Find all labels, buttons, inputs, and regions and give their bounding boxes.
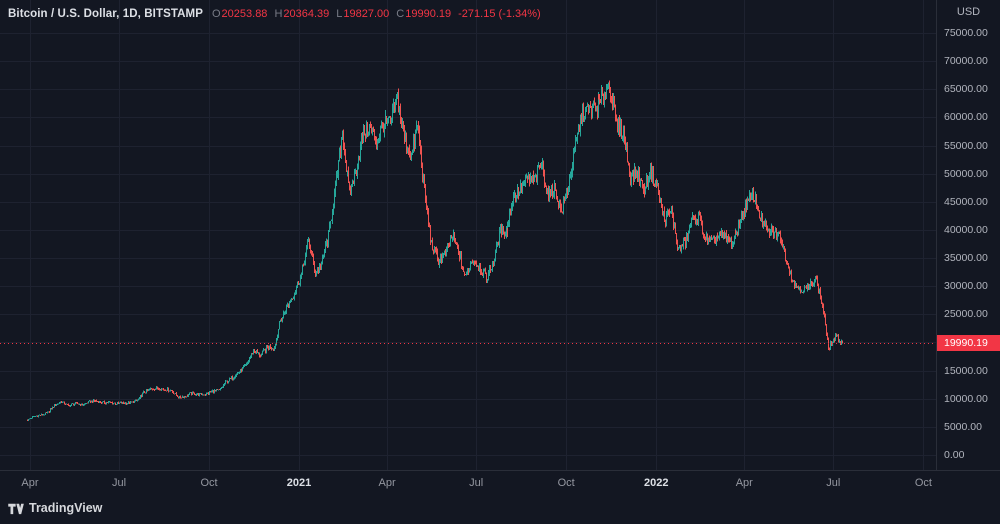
symbol-legend: Bitcoin / U.S. Dollar, 1D, BITSTAMP O 202… (8, 8, 541, 20)
price-axis[interactable]: USD 19990.19 0.00 5000.00 10000.00 15000.00… (936, 0, 1000, 470)
ohlc-values: O 20253.88 H 20364.39 L 19827.00 C 19990.19 … (212, 8, 541, 20)
time-axis-month-label: Oct (557, 477, 575, 489)
price-axis-label: 0.00 (944, 449, 965, 461)
close-value: C 19990.19 (396, 8, 452, 20)
time-axis-month-label: Apr (735, 477, 753, 489)
time-axis-month-label: Apr (21, 477, 39, 489)
price-axis-label: 30000.00 (944, 280, 988, 293)
price-axis-label: 60000.00 (944, 111, 988, 124)
tradingview-logo[interactable]: TradingView (8, 501, 102, 515)
tradingview-logo-text: TradingView (29, 501, 103, 515)
time-axis-month-label: Apr (378, 477, 396, 489)
time-axis-month-label: Oct (200, 477, 218, 489)
last-price-label: 19990.19 (937, 334, 1000, 351)
high-value: H 20364.39 (274, 8, 330, 20)
price-axis-label: 50000.00 (944, 167, 988, 180)
price-axis-label: 65000.00 (944, 83, 988, 96)
price-axis-label: 70000.00 (944, 55, 988, 68)
change-value: -271.15 (-1.34%) (458, 8, 541, 20)
price-axis-label: 10000.00 (944, 392, 988, 405)
chart-plot-area[interactable]: Bitcoin / U.S. Dollar, 1D, BITSTAMP O 202… (0, 0, 936, 470)
candlestick-chart[interactable] (0, 0, 936, 470)
time-axis-month-label: Jul (111, 477, 127, 489)
price-axis-label: 75000.00 (944, 27, 988, 39)
tradingview-logo-icon (8, 503, 24, 514)
symbol-title[interactable]: Bitcoin / U.S. Dollar, 1D, BITSTAMP (8, 8, 203, 20)
price-axis-label: 40000.00 (944, 223, 988, 236)
price-axis-label: 25000.00 (944, 308, 988, 321)
price-axis-unit-label[interactable]: USD (956, 6, 981, 18)
time-axis-year-label: 2022 (643, 477, 669, 489)
time-axis[interactable]: Apr Jul Oct 2021 Apr Jul Oct 2022 Apr Jul Oct (0, 470, 1000, 495)
price-axis-label: 55000.00 (944, 139, 988, 152)
price-axis-label: 5000.00 (944, 420, 982, 433)
low-value: L 19827.00 (336, 8, 390, 20)
time-axis-month-label: Oct (914, 477, 932, 489)
time-axis-month-label: Jul (826, 477, 841, 489)
price-axis-label: 45000.00 (944, 195, 988, 208)
time-axis-year-label: 2021 (286, 477, 312, 489)
time-axis-month-label: Jul (469, 477, 484, 489)
price-axis-label: 15000.00 (944, 364, 988, 377)
price-axis-label: 35000.00 (944, 252, 988, 265)
open-value: O 20253.88 (211, 8, 268, 20)
